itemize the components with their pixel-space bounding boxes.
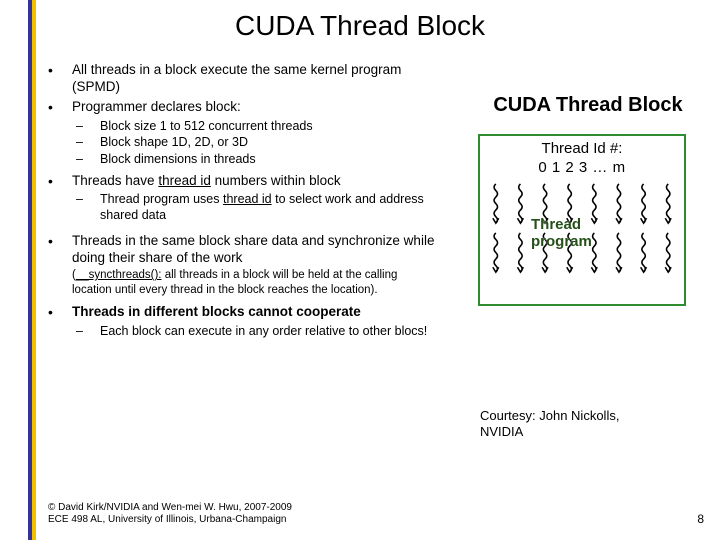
bullet-2-1: Block size 1 to 512 concurrent threads xyxy=(48,119,440,135)
courtesy-text: Courtesy: John Nickolls, NVIDIA xyxy=(480,408,690,441)
squiggles-area: Thread program xyxy=(480,180,684,280)
bullet-3-1-kw: thread id xyxy=(223,192,272,206)
bullet-5: Threads in different blocks cannot coope… xyxy=(48,304,440,321)
bullet-5-1: Each block can execute in any order rela… xyxy=(48,324,440,340)
left-stripe-yellow xyxy=(32,0,36,540)
bullet-content: All threads in a block execute the same … xyxy=(48,62,440,341)
copyright-line2: ECE 498 AL, University of Illinois, Urba… xyxy=(48,514,388,526)
bullet-5-text: Threads in different blocks cannot coope… xyxy=(72,304,361,319)
copyright-line1: © David Kirk/NVIDIA and Wen-mei W. Hwu, … xyxy=(48,502,388,514)
copyright-text: © David Kirk/NVIDIA and Wen-mei W. Hwu, … xyxy=(48,502,388,526)
bullet-3-post: numbers within block xyxy=(211,173,341,188)
right-title: CUDA Thread Block xyxy=(458,94,718,117)
page-number: 8 xyxy=(697,512,704,526)
bullet-2-2: Block shape 1D, 2D, or 3D xyxy=(48,135,440,151)
bullet-3-kw: thread id xyxy=(158,173,211,188)
thread-program-label: Thread program xyxy=(531,216,633,250)
bullet-2-3: Block dimensions in threads xyxy=(48,152,440,168)
thread-id-label: Thread Id #: xyxy=(486,140,678,159)
courtesy-line2: NVIDIA xyxy=(480,424,690,440)
bullet-4: Threads in the same block share data and… xyxy=(48,233,440,298)
bullet-3-pre: Threads have xyxy=(72,173,158,188)
bullet-4-main: Threads in the same block share data and… xyxy=(72,233,434,265)
bullet-4-note-kw: __syncthreads(): xyxy=(76,269,162,281)
bullet-2: Programmer declares block: xyxy=(48,99,440,116)
bullet-3: Threads have thread id numbers within bl… xyxy=(48,173,440,190)
bullet-1: All threads in a block execute the same … xyxy=(48,62,440,96)
courtesy-line1: Courtesy: John Nickolls, xyxy=(480,408,690,424)
slide-title: CUDA Thread Block xyxy=(0,10,720,42)
diagram-header: Thread Id #: 0 1 2 3 … m xyxy=(480,136,684,180)
thread-block-diagram: Thread Id #: 0 1 2 3 … m Thread program xyxy=(478,134,686,306)
thread-id-numbers: 0 1 2 3 … m xyxy=(486,159,678,178)
bullet-3-1: Thread program uses thread id to select … xyxy=(48,192,440,223)
bullet-3-1-pre: Thread program uses xyxy=(100,192,223,206)
bullet-4-note: (__syncthreads(): all threads in a block… xyxy=(72,268,440,297)
